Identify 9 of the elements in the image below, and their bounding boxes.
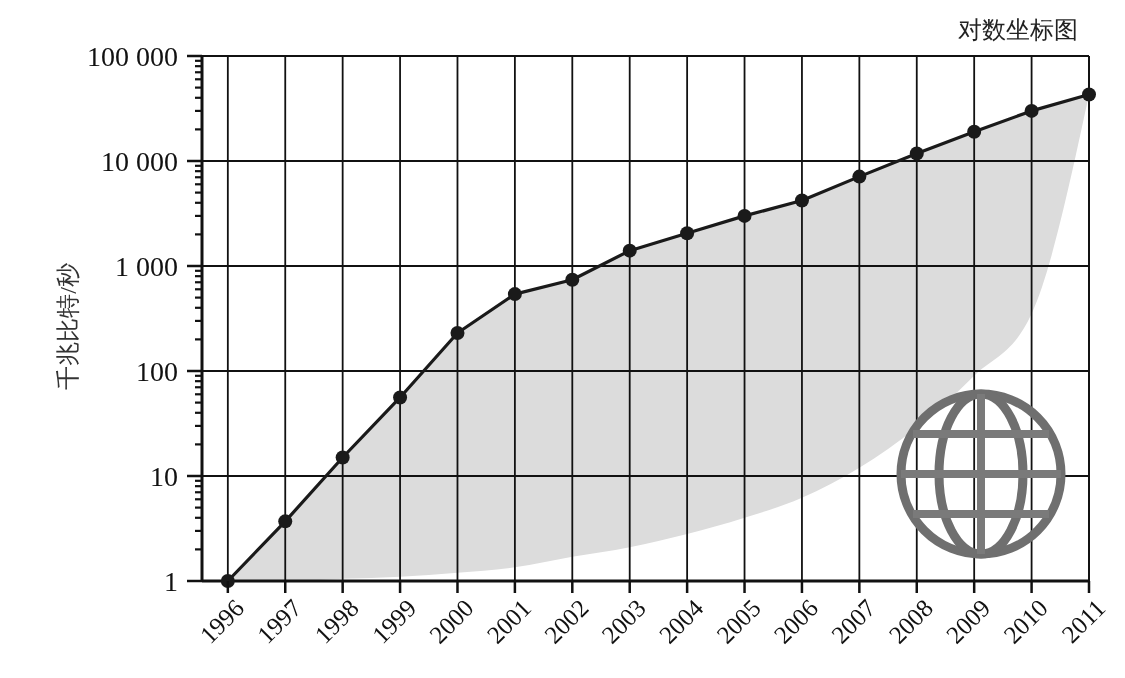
y-tick-label: 1: [164, 565, 178, 597]
y-tick-label: 1 000: [115, 250, 178, 282]
y-tick-label: 100: [136, 355, 178, 387]
y-tick-label: 10 000: [101, 145, 178, 177]
y-tick-label: 10: [150, 460, 178, 492]
y-tick-label: 100 000: [87, 40, 178, 72]
x-tick-label: 1999: [366, 594, 422, 649]
chart-title: 对数坐标图: [958, 17, 1078, 43]
y-axis-title: 千兆比特/秒: [55, 263, 81, 390]
